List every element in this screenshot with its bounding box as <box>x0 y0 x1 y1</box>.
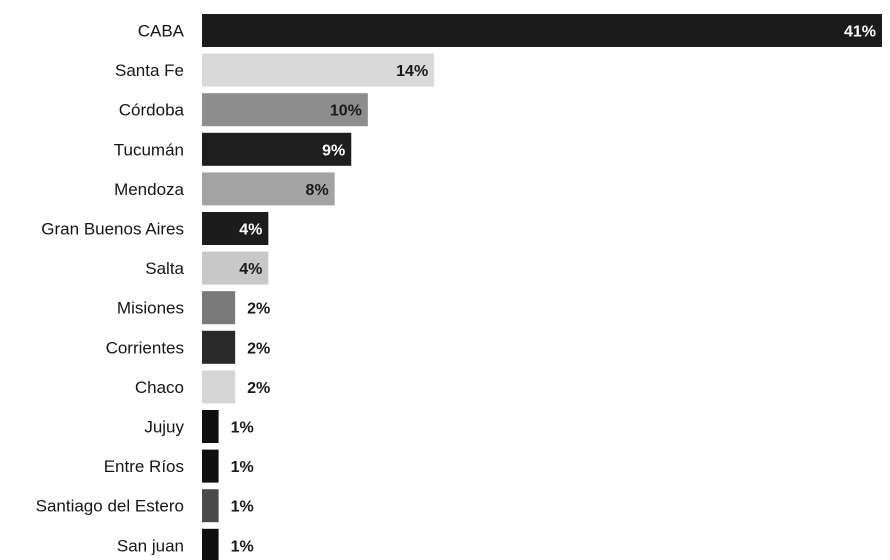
category-label: San juan <box>117 536 184 555</box>
bar <box>202 450 219 483</box>
category-label: Salta <box>145 259 184 278</box>
bar <box>202 529 219 560</box>
category-label: CABA <box>138 22 185 41</box>
value-label: 41% <box>844 24 876 41</box>
category-label: Corrientes <box>106 338 184 357</box>
value-label: 4% <box>239 261 262 278</box>
category-label: Misiones <box>117 299 184 318</box>
bars <box>202 14 882 560</box>
category-label: Jujuy <box>144 418 184 437</box>
bar <box>202 291 235 324</box>
value-label: 1% <box>231 459 254 476</box>
category-label: Chaco <box>135 378 184 397</box>
value-label: 9% <box>322 142 345 159</box>
category-label: Mendoza <box>114 180 184 199</box>
value-label: 2% <box>247 340 270 357</box>
value-label: 1% <box>231 420 254 437</box>
value-label: 8% <box>306 182 329 199</box>
bar <box>202 489 219 522</box>
category-label: Entre Ríos <box>104 457 184 476</box>
value-label: 2% <box>247 380 270 397</box>
value-label: 14% <box>396 63 428 80</box>
category-label: Santiago del Estero <box>36 497 184 516</box>
category-label: Gran Buenos Aires <box>41 220 184 239</box>
value-label: 1% <box>231 499 254 516</box>
bar <box>202 331 235 364</box>
category-label: Tucumán <box>114 140 184 159</box>
bar <box>202 14 882 47</box>
value-label: 4% <box>239 222 262 239</box>
value-label: 2% <box>247 301 270 318</box>
category-labels: CABA Santa Fe Córdoba Tucumán Mendoza Gran Bu… <box>36 22 185 556</box>
category-label: Santa Fe <box>115 61 184 80</box>
bar <box>202 370 235 403</box>
value-label: 10% <box>330 103 362 120</box>
category-label: Córdoba <box>119 101 185 120</box>
value-label: 1% <box>231 538 254 555</box>
bar <box>202 410 219 443</box>
